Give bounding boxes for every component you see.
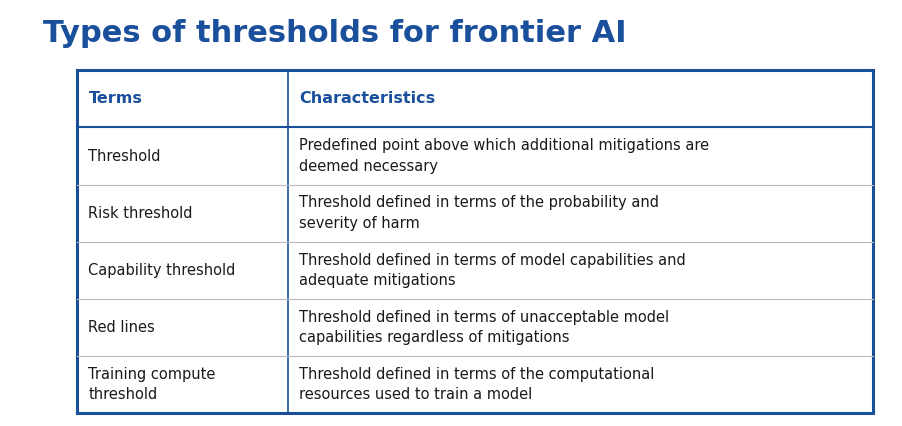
Text: Red lines: Red lines xyxy=(88,320,155,335)
Text: Training compute
threshold: Training compute threshold xyxy=(88,367,216,402)
Text: Capability threshold: Capability threshold xyxy=(88,263,235,278)
Text: Terms: Terms xyxy=(88,91,143,106)
Text: Threshold defined in terms of the probability and
severity of harm: Threshold defined in terms of the probab… xyxy=(299,196,659,231)
Text: Characteristics: Characteristics xyxy=(299,91,436,106)
Text: Threshold: Threshold xyxy=(88,149,161,164)
Text: Predefined point above which additional mitigations are
deemed necessary: Predefined point above which additional … xyxy=(299,138,710,174)
Text: Types of thresholds for frontier AI: Types of thresholds for frontier AI xyxy=(43,19,627,48)
Text: Threshold defined in terms of the computational
resources used to train a model: Threshold defined in terms of the comput… xyxy=(299,367,655,402)
Text: Threshold defined in terms of model capabilities and
adequate mitigations: Threshold defined in terms of model capa… xyxy=(299,253,686,288)
Text: Risk threshold: Risk threshold xyxy=(88,206,193,221)
Text: Threshold defined in terms of unacceptable model
capabilities regardless of miti: Threshold defined in terms of unacceptab… xyxy=(299,310,669,345)
